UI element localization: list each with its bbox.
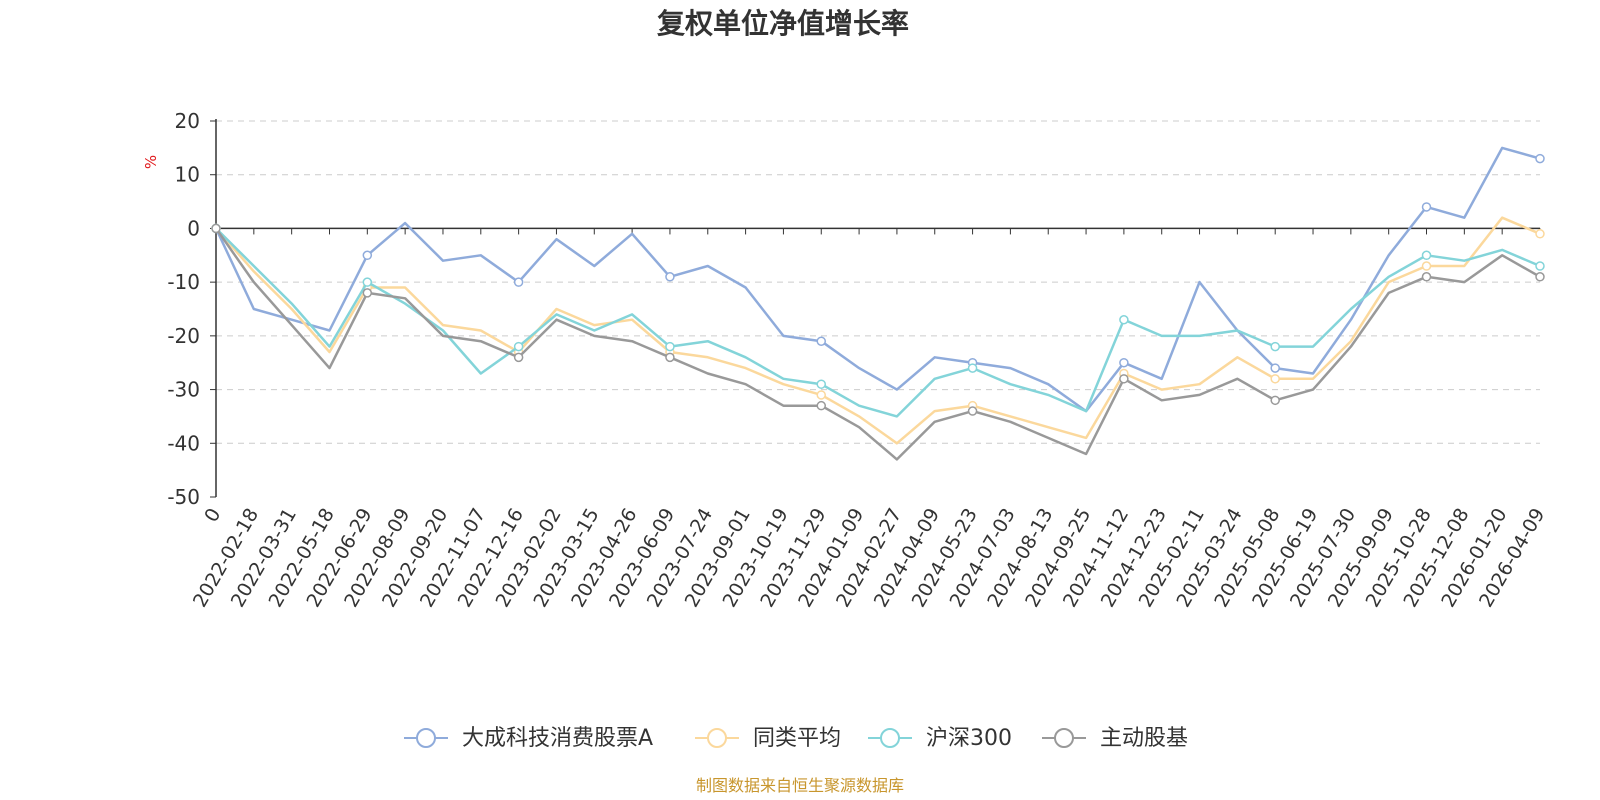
y-tick-label: 0 [187, 216, 200, 240]
legend-label: 主动股基 [1100, 726, 1188, 751]
data-point [816, 400, 827, 411]
grid-lines [216, 120, 1540, 444]
data-point [513, 341, 524, 352]
data-point [1270, 341, 1280, 352]
data-point [1421, 250, 1432, 261]
data-point [1270, 374, 1280, 384]
y-tick-label: -10 [167, 270, 200, 294]
data-point [1535, 272, 1545, 282]
data-point [362, 288, 373, 298]
series-line [215, 216, 1541, 445]
x-axis-ticks: 02022-02-182022-03-312022-05-182022-06-2… [189, 228, 1549, 611]
legend-item-fund[interactable]: 大成科技消费股票A [404, 726, 653, 751]
legend-circle-icon [880, 728, 900, 748]
data-source-note: 制图数据来自恒生聚源数据库 [696, 776, 904, 795]
legend-item-csi300[interactable]: 沪深300 [868, 726, 1012, 751]
data-point [513, 277, 524, 287]
y-tick-label: -30 [167, 378, 200, 402]
y-axis-ticks: 20 10 0 -10 -20 -30 -40 -50 [167, 109, 216, 509]
chart-title: 复权单位净值增长率 [657, 7, 909, 40]
data-point [1535, 229, 1545, 239]
data-point [665, 352, 675, 363]
y-tick-label: -20 [167, 324, 200, 348]
legend-circle-icon [1054, 728, 1074, 748]
legend-label: 沪深300 [926, 726, 1012, 751]
data-point [1421, 272, 1432, 282]
data-point [1535, 153, 1545, 164]
data-point [1270, 363, 1280, 373]
series-2 [211, 223, 1545, 418]
y-tick-label: 10 [175, 163, 200, 187]
legend-item-peer-average[interactable]: 同类平均 [695, 726, 841, 751]
data-point [1535, 261, 1545, 271]
data-point [665, 341, 675, 352]
data-point [513, 352, 524, 363]
y-tick-label: -40 [167, 431, 200, 455]
data-point [967, 406, 978, 416]
data-point [362, 277, 373, 287]
data-point [1270, 395, 1280, 406]
data-point [816, 390, 827, 400]
series-line [214, 146, 1541, 413]
y-tick-label: -50 [167, 485, 200, 509]
data-point [967, 363, 978, 373]
series-line [214, 227, 1541, 461]
data-point [816, 336, 827, 346]
series-lines [211, 146, 1545, 461]
x-tick-label: 0 [200, 505, 225, 526]
legend-circle-icon [707, 728, 727, 748]
legend-label: 大成科技消费股票A [462, 726, 653, 751]
y-axis-unit: % [142, 155, 160, 169]
data-point [1119, 314, 1129, 325]
legend-label: 同类平均 [753, 726, 841, 751]
data-point [665, 272, 675, 282]
data-point [1119, 374, 1129, 384]
data-point [362, 250, 373, 261]
legend-item-active-equity[interactable]: 主动股基 [1042, 726, 1188, 751]
data-point [211, 223, 221, 234]
legend-circle-icon [416, 728, 436, 748]
data-point [1119, 357, 1129, 368]
series-0 [211, 146, 1545, 413]
legend[interactable]: 大成科技消费股票A 同类平均 沪深300 主动股基 [404, 726, 1188, 751]
data-point [1421, 202, 1432, 212]
data-point [816, 379, 827, 389]
data-point [1421, 261, 1432, 271]
series-3 [211, 223, 1545, 461]
y-tick-label: 20 [175, 109, 200, 133]
axes [215, 119, 1540, 497]
series-line [215, 227, 1541, 418]
